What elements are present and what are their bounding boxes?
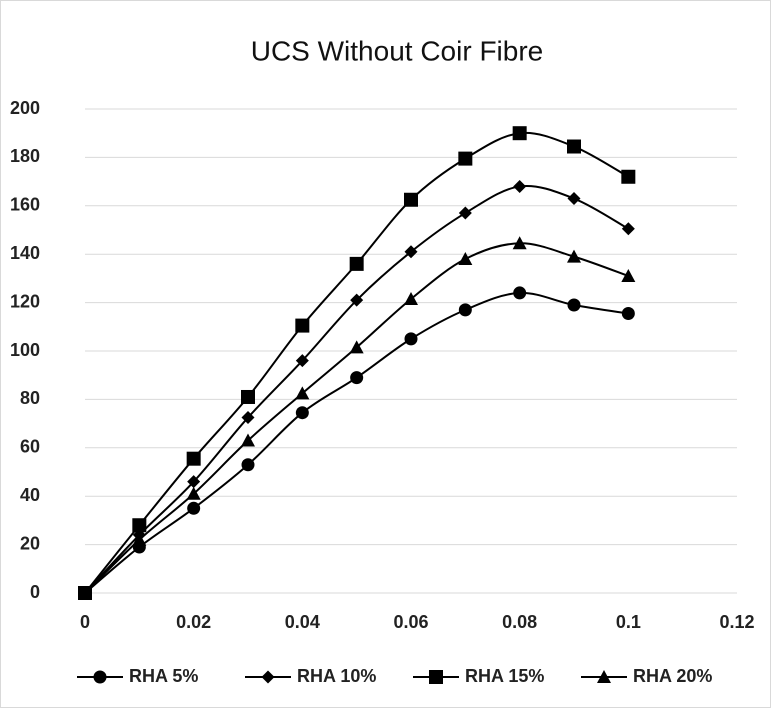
data-point — [512, 236, 527, 250]
data-point — [621, 306, 635, 320]
data-point — [132, 532, 147, 546]
data-point — [350, 371, 364, 385]
data-point — [567, 249, 581, 263]
data-point — [241, 411, 255, 425]
data-point — [241, 433, 255, 447]
y-tick-label: 40 — [20, 485, 40, 505]
y-tick-label: 200 — [10, 98, 40, 118]
chart-title: UCS Without Coir Fibre — [251, 35, 544, 66]
data-point — [404, 192, 418, 207]
x-tick-label: 0.12 — [719, 612, 754, 632]
legend-marker — [429, 670, 443, 684]
data-point — [349, 256, 364, 271]
y-tick-label: 120 — [10, 291, 40, 311]
y-tick-label: 0 — [30, 582, 40, 602]
data-point — [621, 268, 636, 282]
data-point — [458, 206, 472, 220]
data-point — [350, 293, 364, 307]
data-point — [404, 332, 418, 346]
y-tick-label: 20 — [20, 533, 40, 553]
x-tick-label: 0 — [80, 612, 90, 632]
y-tick-label: 180 — [10, 146, 40, 166]
data-point — [241, 389, 255, 404]
data-point — [187, 475, 201, 489]
legend-marker — [93, 670, 107, 684]
data-point — [458, 303, 472, 317]
data-point — [187, 501, 201, 515]
x-tick-label: 0.1 — [616, 612, 641, 632]
data-point — [241, 458, 255, 472]
data-point — [567, 192, 581, 206]
data-point — [567, 298, 581, 312]
data-point — [567, 139, 581, 154]
x-tick-label: 0.02 — [176, 612, 211, 632]
data-point — [295, 318, 310, 333]
legend-label: RHA 15% — [465, 666, 544, 686]
data-point — [349, 340, 364, 354]
data-point — [458, 252, 473, 266]
y-tick-label: 100 — [10, 340, 40, 360]
legend-label: RHA 5% — [129, 666, 198, 686]
data-point — [132, 518, 147, 533]
data-point — [404, 245, 418, 259]
data-point — [295, 354, 309, 368]
y-tick-label: 140 — [10, 243, 40, 263]
x-tick-label: 0.08 — [502, 612, 537, 632]
data-point — [295, 406, 309, 420]
data-point — [458, 151, 473, 166]
data-point — [186, 486, 201, 500]
x-tick-label: 0.06 — [393, 612, 428, 632]
y-tick-label: 160 — [10, 195, 40, 215]
data-point — [295, 386, 310, 400]
y-tick-label: 80 — [20, 388, 40, 408]
data-point — [186, 451, 201, 466]
data-point — [404, 291, 418, 305]
legend-marker — [597, 670, 611, 683]
data-point — [513, 286, 527, 300]
x-tick-label: 0.04 — [285, 612, 320, 632]
data-point — [621, 222, 635, 236]
data-point — [512, 126, 527, 141]
legend-label: RHA 20% — [633, 666, 712, 686]
series-line — [84, 291, 629, 594]
data-point — [513, 179, 527, 193]
data-point — [78, 586, 92, 599]
data-point — [621, 169, 636, 184]
y-tick-label: 60 — [20, 437, 40, 457]
legend-label: RHA 10% — [297, 666, 376, 686]
legend-marker — [261, 670, 275, 684]
